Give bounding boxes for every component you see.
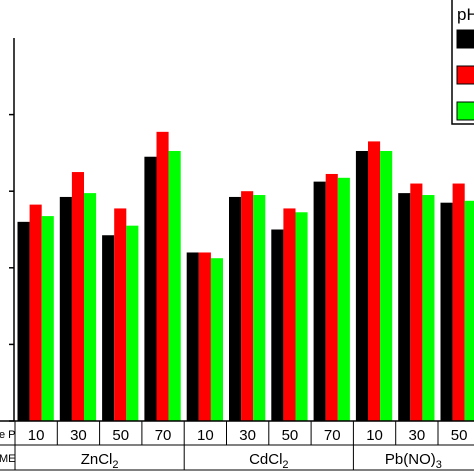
- level-label: 50: [282, 427, 299, 444]
- bar: [198, 252, 211, 421]
- bar: [295, 212, 308, 421]
- level-label: 50: [451, 427, 468, 444]
- legend-swatch: [456, 29, 474, 49]
- level-label: 50: [112, 427, 129, 444]
- level-label: 70: [324, 427, 341, 444]
- bar: [452, 183, 465, 421]
- bar: [271, 229, 284, 421]
- bars: [17, 131, 474, 422]
- legend-title: pH: [457, 5, 474, 24]
- bar: [253, 195, 266, 421]
- row-label-group: ME: [0, 453, 16, 465]
- bar: [440, 202, 453, 421]
- group-label: CdCl2: [249, 451, 288, 471]
- bar: [156, 131, 169, 421]
- legend-swatch: [456, 65, 474, 85]
- bar: [114, 208, 127, 421]
- bar: [325, 173, 338, 421]
- bar: [17, 221, 30, 421]
- bar: [168, 150, 181, 422]
- group-label: Pb(NO)3: [385, 451, 442, 471]
- level-label: 70: [155, 427, 172, 444]
- level-label: 30: [239, 427, 256, 444]
- bar: [422, 195, 435, 421]
- bar: [313, 181, 326, 421]
- bar: [368, 141, 381, 421]
- level-label: 10: [28, 427, 45, 444]
- level-label: 30: [409, 427, 426, 444]
- row-label-level: e P: [0, 429, 16, 441]
- bar: [229, 196, 242, 421]
- bar: [464, 200, 474, 421]
- axes: [9, 38, 15, 422]
- bar: [144, 156, 157, 422]
- bar: [410, 183, 423, 421]
- bar: [102, 235, 115, 421]
- bar: [283, 208, 296, 421]
- category-table: e P ME 10 30 50 70 10 30 50 70 10 30 50 ZnCl2 CdCl2 Pb(…: [0, 420, 474, 471]
- bar: [29, 204, 42, 421]
- bar: [380, 150, 393, 422]
- bar: [210, 258, 223, 421]
- bar: [241, 191, 254, 421]
- bar: [355, 150, 368, 422]
- legend-swatch: [456, 101, 474, 121]
- bar: [337, 177, 350, 421]
- bar: [59, 196, 72, 421]
- bar: [126, 225, 139, 421]
- level-label: 30: [70, 427, 87, 444]
- bar: [84, 193, 97, 421]
- bar: [71, 172, 84, 421]
- bar: [186, 252, 199, 421]
- level-label: 10: [366, 427, 383, 444]
- bar: [41, 216, 54, 421]
- bar: [398, 193, 411, 421]
- level-label: 10: [197, 427, 214, 444]
- legend: pH: [451, 0, 474, 125]
- group-label: ZnCl2: [81, 451, 119, 471]
